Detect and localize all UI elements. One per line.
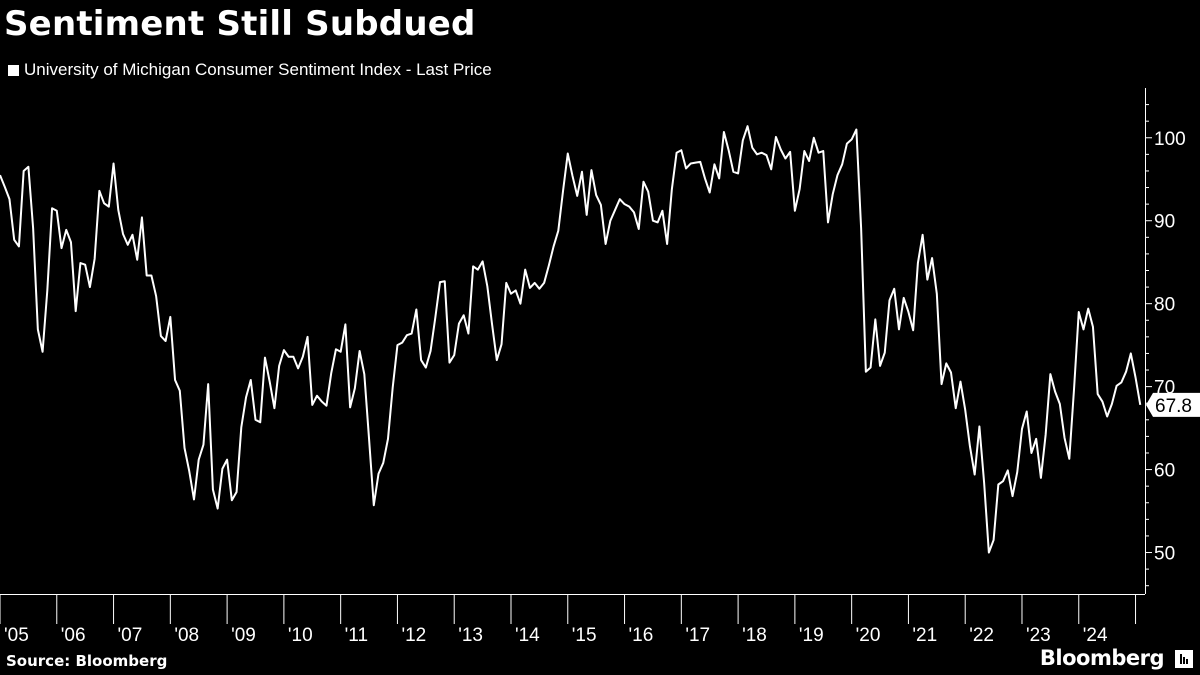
legend-label: University of Michigan Consumer Sentimen… — [24, 60, 492, 79]
last-value-layer: 67.8 — [1146, 392, 1200, 417]
x-tick-label: '20 — [856, 625, 881, 646]
y-tick-label: 90 — [1154, 212, 1175, 233]
bloomberg-logo: Bloomberg — [1039, 646, 1165, 670]
y-tick-label: 50 — [1154, 544, 1175, 565]
series-line — [0, 125, 1142, 554]
x-tick-label: '18 — [742, 625, 767, 646]
x-tick-label: '17 — [685, 625, 710, 646]
y-tick-label: 60 — [1154, 461, 1175, 482]
x-tick-label: '16 — [629, 625, 654, 646]
legend-swatch — [8, 64, 19, 76]
x-tick-label: '05 — [4, 625, 29, 646]
x-tick-label: '10 — [288, 625, 313, 646]
y-tick-label: 100 — [1154, 129, 1186, 150]
x-tick-label: '22 — [969, 625, 994, 646]
source-note: Source: Bloomberg — [6, 652, 168, 670]
x-tick-label: '15 — [572, 625, 597, 646]
chart-title: Sentiment Still Subdued — [4, 4, 476, 44]
x-tick-label: '12 — [401, 625, 426, 646]
x-tick-label: '23 — [1026, 625, 1051, 646]
x-axis: '05 '06 '07 '08 '09 '10 '11 '12 '13 '14 '15 '16 '17 '… — [0, 594, 1145, 646]
last-value-label: 67.8 — [1155, 396, 1192, 417]
y-tick-label: 80 — [1154, 295, 1175, 316]
x-tick-label: '08 — [174, 625, 199, 646]
x-tick-label: '13 — [458, 625, 483, 646]
x-tick-label: '07 — [118, 625, 143, 646]
x-tick-label: '21 — [912, 625, 937, 646]
x-tick-label: '06 — [61, 625, 86, 646]
x-tick-label: '11 — [345, 625, 368, 646]
last-value-badge — [1146, 392, 1200, 417]
terminal-icon — [1175, 650, 1193, 668]
series-layer — [0, 125, 1142, 554]
legend: University of Michigan Consumer Sentimen… — [8, 60, 492, 80]
x-tick-label: '14 — [515, 625, 540, 646]
x-tick-label: '24 — [1083, 625, 1108, 646]
x-tick-label: '19 — [799, 625, 824, 646]
x-tick-label: '09 — [231, 625, 256, 646]
